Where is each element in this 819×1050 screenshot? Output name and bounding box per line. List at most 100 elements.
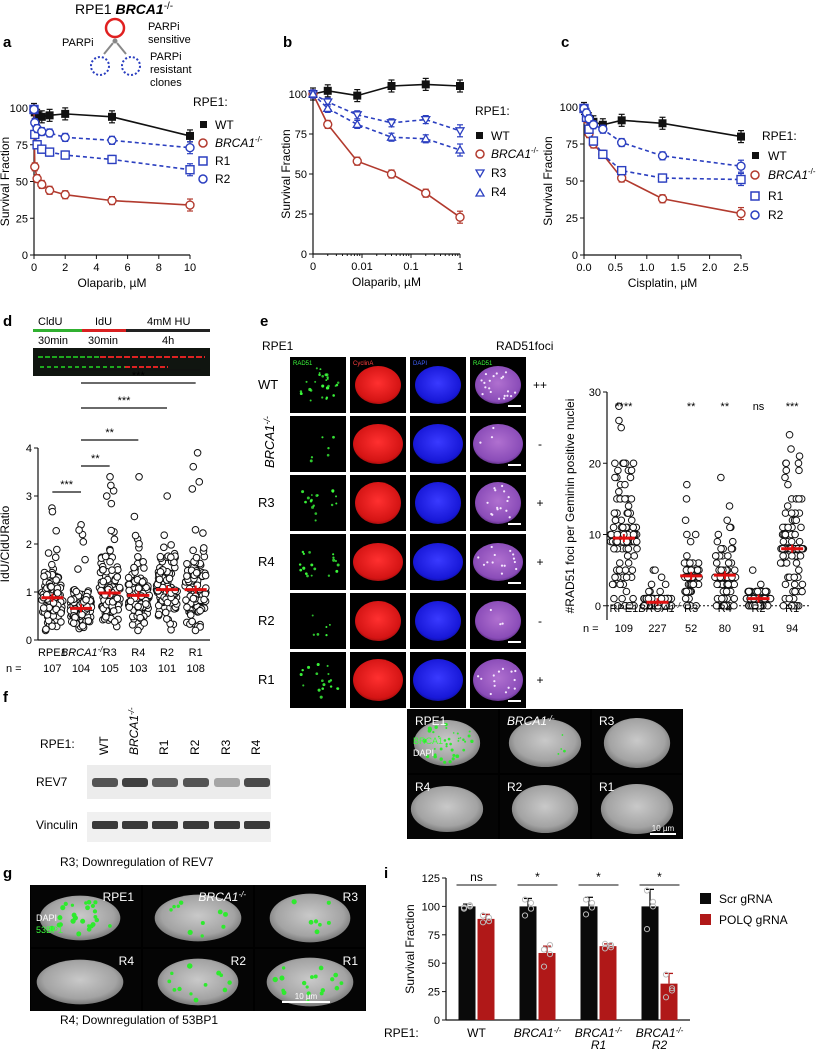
merge-focus — [508, 516, 511, 519]
rad51-focus — [314, 519, 317, 522]
nucleus — [353, 543, 403, 581]
vinculin-band — [214, 821, 240, 829]
data-point — [106, 473, 114, 481]
data-point — [723, 516, 731, 525]
merge-focus — [493, 553, 496, 557]
focus — [557, 752, 560, 755]
panel-label-e: e — [260, 313, 268, 330]
merge-focus — [500, 377, 503, 380]
data-point — [134, 553, 142, 561]
focus — [172, 904, 176, 909]
merge-focus — [501, 622, 504, 625]
merge-focus — [489, 692, 492, 696]
data-point — [101, 552, 110, 561]
focus — [176, 904, 180, 908]
marker-R2 — [736, 161, 746, 171]
micro-tile — [290, 652, 346, 708]
focus — [313, 919, 319, 924]
marker-WT — [323, 86, 332, 95]
svg-text:POLQ gRNA: POLQ gRNA — [719, 913, 788, 927]
focus — [437, 735, 440, 738]
nucleus — [355, 482, 401, 524]
focus — [326, 920, 331, 925]
data-point — [48, 622, 56, 630]
merge-focus — [513, 560, 516, 564]
nucleus — [154, 894, 242, 942]
focus — [432, 731, 435, 734]
data-point — [53, 589, 62, 597]
data-point — [728, 537, 737, 546]
rad51-score: + — [536, 555, 543, 569]
data-point — [142, 600, 150, 608]
nucleus — [415, 482, 461, 524]
nucleus — [410, 785, 484, 833]
f-caption: R3; Downregulation of REV7 — [60, 855, 214, 869]
rad51-focus — [327, 384, 330, 388]
data-point — [40, 572, 48, 581]
rad51-focus — [306, 496, 310, 500]
data-point — [722, 587, 731, 596]
merge-focus — [483, 381, 486, 384]
data-point — [748, 566, 757, 574]
focus — [464, 740, 467, 743]
data-point — [788, 601, 796, 610]
x-tick-label: 2 — [62, 262, 68, 274]
rad51-focus — [299, 672, 303, 677]
data-point — [138, 578, 147, 586]
focus — [203, 982, 208, 987]
y-tick-label: 50 — [428, 958, 440, 970]
data-point — [717, 473, 725, 482]
lane-label: R4 — [249, 739, 263, 755]
rad51-focus — [306, 574, 309, 578]
significance-label: ** — [721, 401, 730, 413]
rad51-focus — [299, 392, 303, 396]
data-point — [713, 580, 721, 589]
data-point — [618, 523, 627, 532]
marker-R1 — [736, 174, 746, 185]
data-point — [624, 544, 633, 553]
data-point — [102, 492, 111, 500]
rad51-focus — [326, 664, 329, 667]
rad51-focus — [302, 684, 305, 687]
data-point — [787, 509, 796, 517]
data-point — [106, 557, 114, 566]
svg-text:RPE1:: RPE1: — [193, 95, 228, 109]
data-point — [713, 537, 722, 546]
data-point — [661, 580, 670, 589]
data-point — [189, 546, 197, 555]
merge-focus — [512, 553, 515, 556]
nucleus — [473, 543, 523, 581]
y-tick-label: 20 — [589, 458, 601, 470]
panel-label-a: a — [3, 34, 12, 51]
significance-label: ** — [91, 453, 100, 465]
focus — [200, 920, 205, 926]
marker-R3 — [386, 119, 397, 129]
focus — [445, 726, 448, 730]
focus — [308, 919, 314, 925]
data-point — [201, 571, 210, 580]
data-point — [154, 610, 163, 619]
series-line-R1 — [583, 108, 742, 181]
focus — [434, 725, 438, 729]
chart-e-rad51-foci: 0 10 20 30 #RAD51 foci per Geminin positive … — [563, 387, 809, 635]
replicate-point — [588, 899, 596, 907]
rad51-focus — [336, 687, 339, 690]
data-point — [726, 523, 734, 532]
rad51-focus — [321, 374, 325, 378]
dapi-label: DAPI — [36, 913, 57, 923]
data-point — [156, 567, 165, 576]
significance-label: * — [535, 870, 540, 884]
focus — [49, 925, 55, 932]
rev7-band — [152, 778, 178, 787]
data-point — [790, 573, 799, 582]
rad51-focus — [318, 373, 321, 377]
svg-text:4h: 4h — [162, 335, 174, 347]
data-point — [795, 466, 803, 475]
x-category-label: R3 — [103, 647, 117, 659]
replicate-point — [643, 887, 651, 894]
data-point — [167, 541, 175, 549]
data-point — [785, 594, 794, 603]
